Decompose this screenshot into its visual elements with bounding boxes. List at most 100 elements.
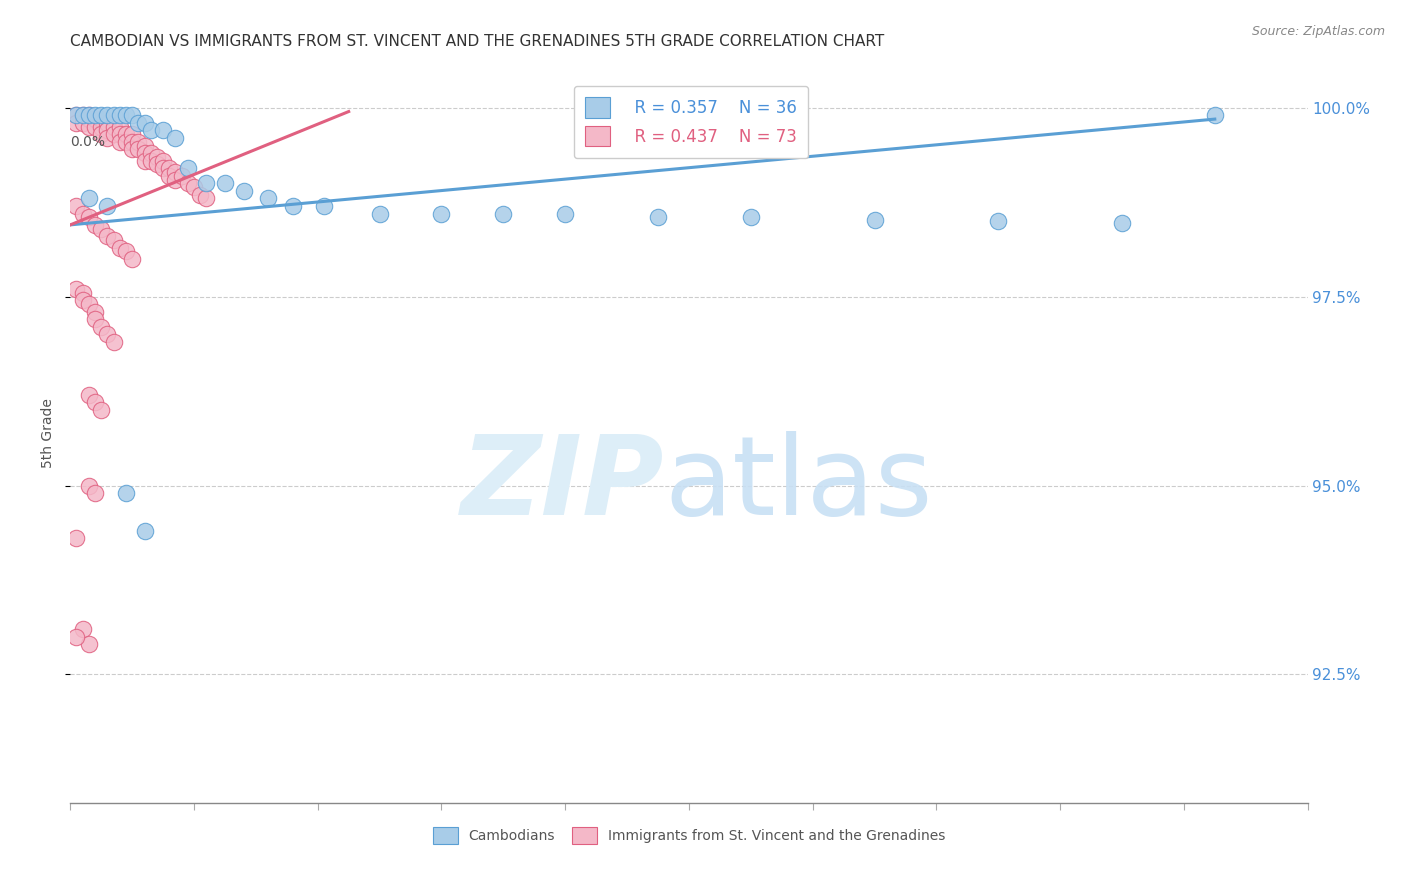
Point — [77, 191, 100, 205]
Point — [84, 395, 107, 409]
Point — [103, 108, 125, 122]
Point — [554, 206, 576, 220]
Point — [281, 199, 304, 213]
Point — [90, 221, 112, 235]
Point — [108, 120, 131, 134]
Point — [134, 153, 156, 168]
Point — [96, 123, 118, 137]
Point — [90, 112, 112, 127]
Point — [84, 108, 107, 122]
Point — [65, 116, 87, 130]
Point — [77, 112, 100, 127]
Point — [90, 120, 112, 134]
Point — [108, 127, 131, 141]
Point — [108, 108, 131, 122]
Point — [72, 108, 94, 122]
Point — [121, 135, 143, 149]
Point — [127, 135, 149, 149]
Point — [740, 211, 762, 225]
Point — [77, 120, 100, 134]
Point — [165, 131, 187, 145]
Point — [96, 116, 118, 130]
Text: Source: ZipAtlas.com: Source: ZipAtlas.com — [1251, 25, 1385, 38]
Point — [96, 131, 118, 145]
Point — [96, 199, 118, 213]
Point — [312, 199, 335, 213]
Point — [177, 161, 200, 176]
Point — [170, 169, 193, 183]
Point — [139, 146, 162, 161]
Point — [195, 177, 218, 191]
Point — [121, 252, 143, 266]
Point — [121, 108, 143, 122]
Point — [139, 153, 162, 168]
Point — [165, 165, 187, 179]
Point — [157, 161, 180, 176]
Point — [84, 218, 107, 232]
Point — [103, 120, 125, 134]
Point — [84, 120, 107, 134]
Point — [90, 319, 112, 334]
Point — [214, 177, 236, 191]
Point — [127, 142, 149, 156]
Point — [232, 184, 254, 198]
Point — [96, 229, 118, 244]
Point — [134, 524, 156, 538]
Point — [115, 486, 138, 500]
Point — [146, 157, 169, 171]
Point — [77, 637, 100, 651]
Point — [103, 127, 125, 141]
Point — [152, 161, 174, 176]
Legend: Cambodians, Immigrants from St. Vincent and the Grenadines: Cambodians, Immigrants from St. Vincent … — [427, 822, 950, 849]
Point — [492, 206, 515, 220]
Point — [183, 180, 205, 194]
Point — [368, 206, 391, 220]
Point — [121, 142, 143, 156]
Text: 0.0%: 0.0% — [70, 135, 105, 149]
Point — [177, 177, 200, 191]
Point — [139, 123, 162, 137]
Point — [65, 282, 87, 296]
Point — [90, 108, 112, 122]
Text: CAMBODIAN VS IMMIGRANTS FROM ST. VINCENT AND THE GRENADINES 5TH GRADE CORRELATIO: CAMBODIAN VS IMMIGRANTS FROM ST. VINCENT… — [70, 34, 884, 49]
Point — [257, 191, 280, 205]
Text: ZIP: ZIP — [461, 431, 664, 538]
Point — [108, 135, 131, 149]
Point — [195, 191, 218, 205]
Point — [72, 285, 94, 300]
Point — [152, 123, 174, 137]
Point — [96, 108, 118, 122]
Point — [115, 127, 138, 141]
Point — [103, 334, 125, 349]
Point — [72, 206, 94, 220]
Point — [134, 138, 156, 153]
Point — [152, 153, 174, 168]
Point — [77, 388, 100, 402]
Point — [65, 108, 87, 122]
Point — [103, 233, 125, 247]
Point — [96, 327, 118, 342]
Point — [121, 127, 143, 141]
Point — [146, 150, 169, 164]
Point — [77, 297, 100, 311]
Point — [987, 214, 1010, 228]
Point — [1204, 108, 1226, 122]
Point — [115, 108, 138, 122]
Point — [134, 146, 156, 161]
Point — [127, 116, 149, 130]
Point — [430, 206, 453, 220]
Point — [72, 116, 94, 130]
Point — [77, 108, 100, 122]
Point — [84, 112, 107, 127]
Point — [72, 293, 94, 308]
Point — [115, 135, 138, 149]
Point — [77, 478, 100, 492]
Point — [188, 187, 211, 202]
Point — [84, 486, 107, 500]
Point — [647, 210, 669, 224]
Y-axis label: 5th Grade: 5th Grade — [41, 398, 55, 467]
Text: atlas: atlas — [664, 431, 932, 538]
Point — [90, 403, 112, 417]
Point — [65, 199, 87, 213]
Point — [72, 622, 94, 636]
